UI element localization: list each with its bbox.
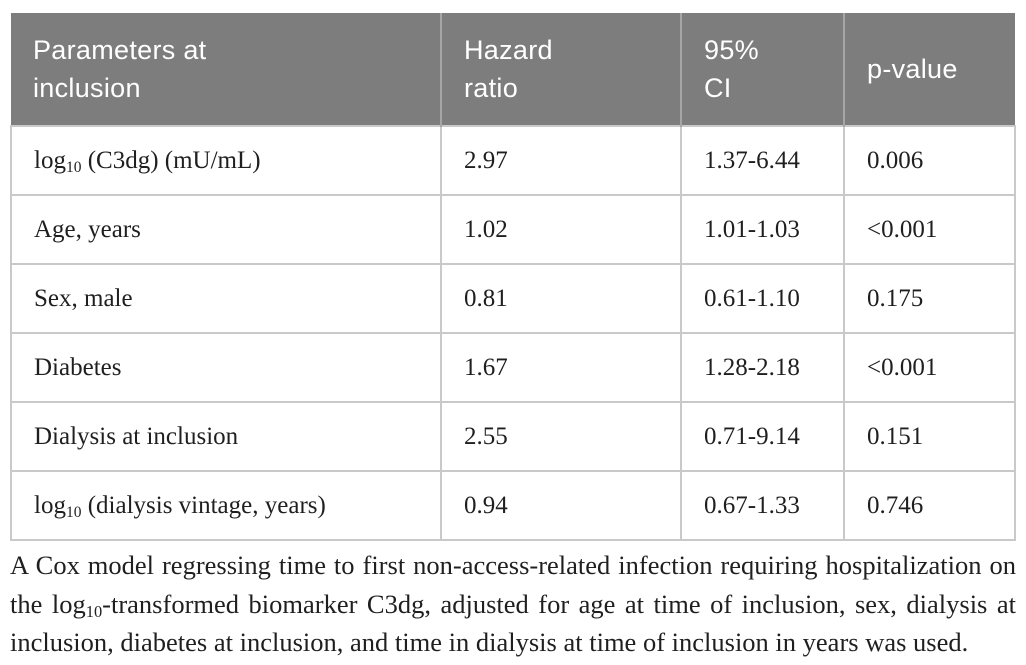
header-95-ci: 95% CI — [680, 13, 844, 126]
table-body: log10 (C3dg) (mU/mL) 2.97 1.37-6.44 0.006 Ag… — [10, 125, 1016, 541]
cox-regression-table: Parameters at inclusion Hazard ratio 95%… — [10, 13, 1016, 541]
p-value-cell: <0.001 — [843, 332, 1016, 403]
footnote-subscript: 10 — [85, 601, 103, 621]
parameter-label: log — [34, 146, 66, 174]
parameter-cell: Dialysis at inclusion — [10, 401, 442, 472]
parameter-subscript: 10 — [65, 503, 82, 521]
table-row: Dialysis at inclusion 2.55 0.71-9.14 0.151 — [10, 401, 1016, 472]
parameter-label: Diabetes — [34, 353, 122, 381]
footnote-text: A Cox model regressing time to first non… — [10, 550, 1016, 619]
parameter-cell: log10 (dialysis vintage, years) — [10, 470, 442, 541]
ci-cell: 0.71-9.14 — [680, 401, 845, 472]
header-label: p-value — [867, 54, 958, 84]
table-row: Age, years 1.02 1.01-1.03 <0.001 — [10, 194, 1016, 265]
ci-cell: 1.01-1.03 — [680, 194, 845, 265]
parameter-label: Sex, male — [34, 284, 133, 312]
ci-cell: 0.67-1.33 — [680, 470, 845, 541]
table-footnote: A Cox model regressing time to first non… — [10, 546, 1016, 662]
p-value-cell: 0.151 — [843, 401, 1016, 472]
header-hazard-ratio: Hazard ratio — [440, 13, 681, 126]
table-row: Sex, male 0.81 0.61-1.10 0.175 — [10, 263, 1016, 334]
parameter-cell: Age, years — [10, 194, 442, 265]
parameter-label: Dialysis at inclusion — [34, 422, 239, 450]
p-value-cell: 0.006 — [843, 125, 1016, 196]
hazard-ratio-cell: 0.94 — [440, 470, 682, 541]
table-header: Parameters at inclusion Hazard ratio 95%… — [11, 13, 1015, 126]
hazard-ratio-cell: 2.55 — [440, 401, 682, 472]
ci-cell: 1.28-2.18 — [680, 332, 845, 403]
header-label: Hazard ratio — [464, 35, 553, 103]
table-row: log10 (C3dg) (mU/mL) 2.97 1.37-6.44 0.006 — [10, 125, 1016, 196]
hazard-ratio-cell: 1.67 — [440, 332, 682, 403]
header-label: Parameters at inclusion — [33, 35, 207, 103]
parameter-label: log — [34, 491, 66, 519]
table-row: Diabetes 1.67 1.28-2.18 <0.001 — [10, 332, 1016, 403]
hazard-ratio-cell: 2.97 — [440, 125, 682, 196]
p-value-cell: 0.175 — [843, 263, 1016, 334]
hazard-ratio-cell: 1.02 — [440, 194, 682, 265]
parameter-label: Age, years — [34, 215, 141, 243]
ci-cell: 1.37-6.44 — [680, 125, 845, 196]
header-row: Parameters at inclusion Hazard ratio 95%… — [11, 13, 1015, 126]
header-p-value: p-value — [843, 13, 1015, 126]
p-value-cell: <0.001 — [843, 194, 1016, 265]
header-parameters-at-inclusion: Parameters at inclusion — [11, 13, 441, 126]
parameter-label-rest: (C3dg) (mU/mL) — [81, 146, 261, 174]
p-value-cell: 0.746 — [843, 470, 1016, 541]
parameter-cell: log10 (C3dg) (mU/mL) — [10, 125, 442, 196]
parameter-label-rest: (dialysis vintage, years) — [81, 491, 326, 519]
header-label: 95% CI — [704, 35, 759, 103]
hazard-ratio-cell: 0.81 — [440, 263, 682, 334]
ci-cell: 0.61-1.10 — [680, 263, 845, 334]
footnote-text: -transformed biomarker C3dg, adjusted fo… — [10, 588, 1016, 658]
table-row: log10 (dialysis vintage, years) 0.94 0.67-… — [10, 470, 1016, 541]
parameter-cell: Sex, male — [10, 263, 442, 334]
parameter-subscript: 10 — [65, 158, 82, 176]
parameter-cell: Diabetes — [10, 332, 442, 403]
